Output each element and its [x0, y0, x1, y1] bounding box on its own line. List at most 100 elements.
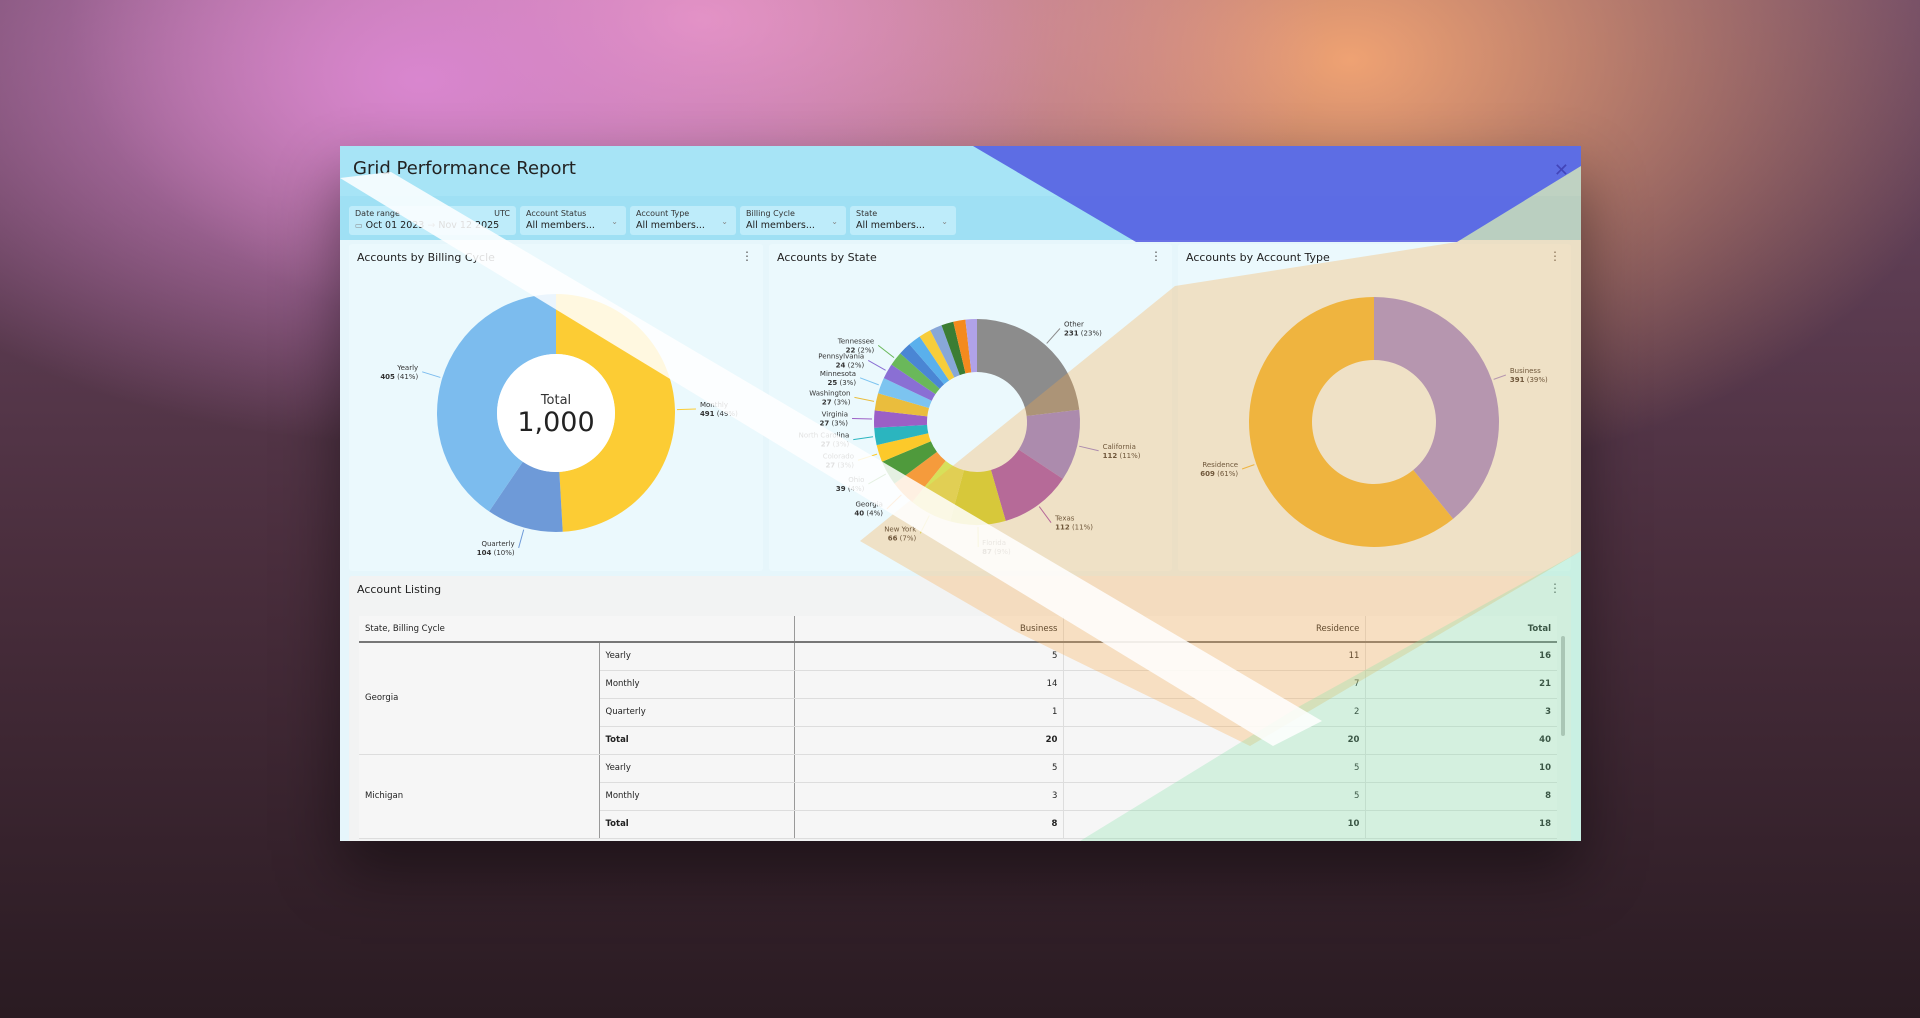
value-cell: 18 [1365, 810, 1557, 839]
slice-label: Georgia [856, 501, 883, 509]
more-menu-icon[interactable]: ⋮ [1549, 581, 1561, 595]
header-residence[interactable]: Residence [1063, 616, 1366, 643]
filter-value: All members... [746, 220, 815, 231]
account-type-filter[interactable]: Account Type All members... ⌄ [630, 206, 736, 235]
slice-count: 22 [846, 346, 856, 354]
leader-line [1038, 506, 1052, 523]
billing-cycle-filter[interactable]: Billing Cycle All members... ⌄ [740, 206, 846, 235]
slice-count: 112 [1055, 524, 1070, 532]
header-business[interactable]: Business [793, 616, 1064, 643]
billing-cycle-cell: Monthly [599, 670, 795, 699]
value-cell: 3 [1365, 698, 1557, 727]
slice-value: 231 (23%) [1064, 329, 1102, 337]
billing-cycle-cell: Yearly [599, 642, 795, 671]
header-total[interactable]: Total [1365, 616, 1557, 643]
calendar-icon: ▭ [355, 221, 363, 230]
panel-title: Account Listing [357, 583, 442, 596]
slice-percent: (2%) [845, 361, 864, 369]
value-cell: 16 [1365, 642, 1557, 671]
slice-count: 24 [836, 361, 846, 369]
slice-percent: (4%) [846, 485, 865, 493]
value-cell: 8 [1365, 782, 1557, 811]
donut-slice[interactable] [1374, 297, 1499, 519]
account-listing-table: State, Billing Cycle Business Residence … [359, 616, 1557, 839]
value-cell: 14 [793, 670, 1064, 699]
slice-value: 27 (3%) [825, 461, 854, 469]
leader-line [853, 436, 874, 441]
slice-count: 25 [828, 379, 838, 387]
state-cell: Georgia [359, 642, 600, 755]
filter-label: Billing Cycle [746, 209, 795, 218]
chevron-down-icon: ⌄ [831, 217, 838, 226]
state-panel: Accounts by State ⋮ Other 231 (23%) Califo… [769, 244, 1172, 571]
slice-value: 491 (49%) [700, 410, 738, 418]
more-menu-icon[interactable]: ⋮ [1549, 249, 1561, 263]
center-label: Total [540, 393, 571, 408]
state-filter[interactable]: State All members... ⌄ [850, 206, 956, 235]
close-icon[interactable]: ✕ [1553, 160, 1569, 181]
slice-value: 112 (11%) [1103, 452, 1141, 460]
chevron-down-icon: ⌄ [611, 217, 618, 226]
account-type-panel: Accounts by Account Type ⋮ Business 391 (… [1178, 244, 1571, 571]
end-date[interactable]: Nov 12 2025 [438, 220, 500, 231]
slice-count: 391 [1510, 376, 1525, 384]
billing-cycle-cell: Quarterly [599, 698, 795, 727]
slice-value: 66 (7%) [888, 534, 917, 542]
account-status-filter[interactable]: Account Status All members... ⌄ [520, 206, 626, 235]
leader-line [1079, 445, 1099, 452]
slice-percent: (7%) [897, 534, 916, 542]
billing-cycle-cell: Total [599, 726, 795, 755]
slice-value: 609 (61%) [1200, 470, 1238, 478]
slice-count: 112 [1103, 452, 1118, 460]
slice-value: 87 (9%) [982, 548, 1011, 556]
leader-line [919, 515, 930, 534]
slice-count: 27 [820, 419, 830, 427]
slice-label: Other [1064, 320, 1084, 328]
account-listing-panel: Account Listing ⋮ State, Billing Cycle B… [349, 576, 1571, 841]
slice-count: 66 [888, 534, 898, 542]
value-cell: 2 [1063, 698, 1366, 727]
slice-label: Ohio [848, 476, 864, 484]
slice-value: 24 (2%) [836, 361, 865, 369]
slice-count: 27 [821, 441, 831, 449]
slice-value: 405 (41%) [380, 373, 418, 381]
state-cell: Michigan [359, 754, 600, 839]
slice-count: 87 [982, 548, 992, 556]
slice-percent: (61%) [1215, 470, 1239, 478]
leader-line [422, 371, 441, 378]
table-header-row: State, Billing Cycle Business Residence … [359, 616, 1557, 643]
arrow-icon: → [427, 220, 436, 231]
leader-line [854, 396, 875, 402]
slice-percent: (4%) [864, 510, 883, 518]
slice-percent: (3%) [837, 379, 856, 387]
value-cell: 5 [793, 754, 1064, 783]
slice-label: Florida [982, 539, 1006, 547]
title-bar: Grid Performance Report ✕ [340, 146, 1581, 196]
slice-percent: (11%) [1117, 452, 1141, 460]
chevron-down-icon: ⌄ [941, 217, 948, 226]
date-range-filter[interactable]: Date range UTC ▭ Oct 01 2023 → Nov 12 202… [349, 206, 516, 235]
slice-percent: (9%) [992, 548, 1011, 556]
slice-label: Washington [809, 389, 850, 397]
value-cell: 1 [793, 698, 1064, 727]
billing-cycle-cell: Total [599, 810, 795, 839]
slice-count: 27 [822, 398, 832, 406]
slice-value: 391 (39%) [1510, 376, 1548, 384]
slice-label: Tennessee [837, 337, 874, 345]
slice-percent: (3%) [835, 461, 854, 469]
value-cell: 5 [1063, 754, 1366, 783]
slice-label: Colorado [823, 452, 854, 460]
table-scrollbar[interactable] [1561, 636, 1565, 736]
leader-line [877, 344, 895, 359]
filter-label: State [856, 209, 878, 218]
slice-value: 40 (4%) [854, 510, 883, 518]
slice-value: 27 (3%) [820, 419, 849, 427]
slice-count: 231 [1064, 329, 1079, 337]
filter-value: All members... [526, 220, 595, 231]
filter-label: Account Status [526, 209, 587, 218]
header-state-billing[interactable]: State, Billing Cycle [359, 616, 795, 643]
slice-label: Monthly [700, 401, 728, 409]
start-date[interactable]: Oct 01 2023 [365, 220, 425, 231]
value-cell: 10 [1063, 810, 1366, 839]
